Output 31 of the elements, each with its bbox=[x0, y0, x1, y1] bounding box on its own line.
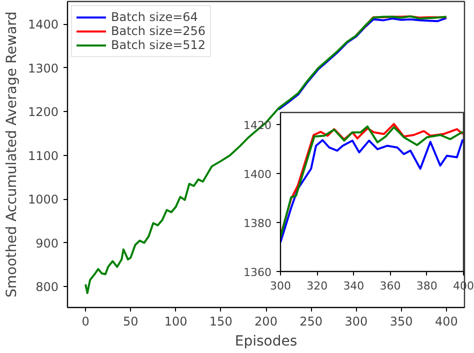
y-tick-label: 1000 bbox=[28, 192, 59, 207]
y-tick-label: 1360 bbox=[244, 266, 272, 279]
x-tick-label: 400 bbox=[435, 314, 458, 328]
x-tick-label: 50 bbox=[123, 314, 138, 328]
legend-label: Batch size=64 bbox=[111, 10, 198, 24]
line-series bbox=[278, 17, 448, 110]
x-tick-label: 340 bbox=[343, 280, 364, 292]
y-tick-label: 1380 bbox=[244, 217, 272, 230]
x-tick-label: 300 bbox=[270, 280, 291, 292]
y-tick-label: 1100 bbox=[28, 148, 59, 163]
x-tick-label: 300 bbox=[344, 314, 368, 328]
legend-label: Batch size=512 bbox=[111, 38, 206, 52]
x-tick-label: 250 bbox=[300, 314, 323, 328]
x-tick-label: 0 bbox=[82, 314, 90, 328]
y-tick-label: 1200 bbox=[28, 105, 59, 120]
x-tick-label: 320 bbox=[306, 280, 328, 292]
y-axis-title: Smoothed Accumulated Average Reward bbox=[4, 11, 20, 298]
line-series bbox=[280, 138, 464, 244]
y-tick-label: 900 bbox=[36, 236, 58, 250]
x-axis-title: Episodes bbox=[234, 334, 298, 350]
x-tick-label: 100 bbox=[164, 314, 188, 328]
legend-label: Batch size=256 bbox=[111, 24, 206, 38]
x-tick-label: 350 bbox=[390, 314, 413, 328]
y-tick-label: 1400 bbox=[28, 18, 59, 32]
x-tick-label: 150 bbox=[209, 314, 232, 328]
y-tick-label: 1400 bbox=[244, 168, 272, 182]
x-tick-label: 380 bbox=[416, 280, 438, 292]
x-tick-label: 360 bbox=[380, 280, 401, 292]
y-tick-label: 1300 bbox=[28, 61, 59, 76]
x-tick-label: 200 bbox=[254, 314, 278, 328]
y-tick-label: 800 bbox=[36, 280, 58, 294]
